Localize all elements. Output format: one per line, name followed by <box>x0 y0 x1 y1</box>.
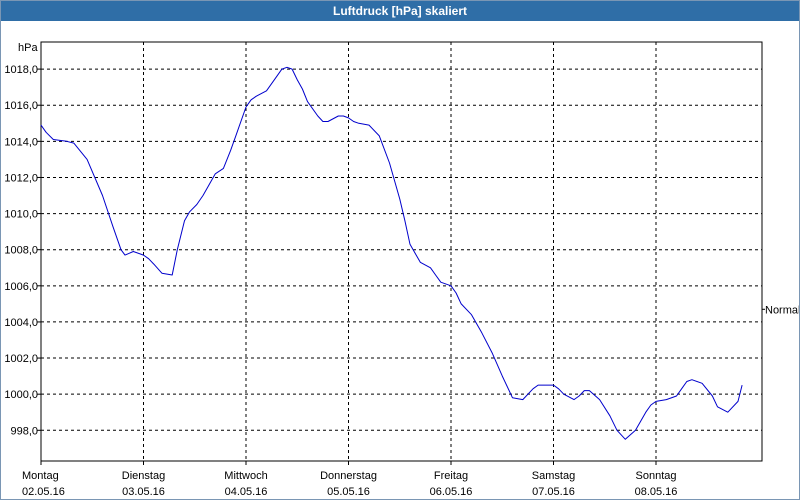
y-tick-label: 1012,0 <box>4 172 38 184</box>
x-tick-day: Freitag <box>434 470 468 482</box>
y-tick-label: 998,0 <box>10 425 38 437</box>
series-layer <box>40 66 743 440</box>
pressure-line <box>40 66 743 440</box>
x-tick-day: Montag <box>22 470 59 482</box>
y-tick-label: 1002,0 <box>4 353 38 365</box>
window-title: Luftdruck [hPa] skaliert <box>1 1 799 21</box>
x-tick-day: Sonntag <box>636 470 677 482</box>
x-axis: Montag 02.05.16 Dienstag 03.05.16 Mittwoch 04… <box>22 470 677 498</box>
y-axis-label: hPa <box>18 42 38 54</box>
y-tick-label: 1018,0 <box>4 64 38 76</box>
x-tick-date: 05.05.16 <box>327 486 370 498</box>
x-tick-day: Donnerstag <box>320 470 377 482</box>
y-tick-label: 1010,0 <box>4 209 38 221</box>
y-tick-label: 1004,0 <box>4 317 38 329</box>
y-tick-label: 1000,0 <box>4 389 38 401</box>
y-tick-label: 1016,0 <box>4 100 38 112</box>
x-tick-date: 03.05.16 <box>122 486 165 498</box>
grid <box>37 42 762 465</box>
x-tick-date: 07.05.16 <box>532 486 575 498</box>
x-tick-date: 02.05.16 <box>22 486 65 498</box>
x-tick-date: 06.05.16 <box>430 486 473 498</box>
y-axis: 998,0 1000,0 1002,0 1004,0 1006,0 1008,0 1010,… <box>4 42 38 437</box>
reference-layer: Normal <box>762 304 799 316</box>
x-tick-date: 08.05.16 <box>635 486 678 498</box>
x-tick-date: 04.05.16 <box>225 486 268 498</box>
plot-frame <box>40 41 763 462</box>
y-tick-label: 1006,0 <box>4 281 38 293</box>
pressure-chart: 998,0 1000,0 1002,0 1004,0 1006,0 1008,0 1010,… <box>4 41 799 498</box>
y-tick-label: 1014,0 <box>4 136 38 148</box>
x-tick-day: Mittwoch <box>224 470 267 482</box>
x-tick-day: Samstag <box>532 470 575 482</box>
x-tick-day: Dienstag <box>122 470 165 482</box>
normal-label: Normal <box>765 304 799 316</box>
y-tick-label: 1008,0 <box>4 245 38 257</box>
